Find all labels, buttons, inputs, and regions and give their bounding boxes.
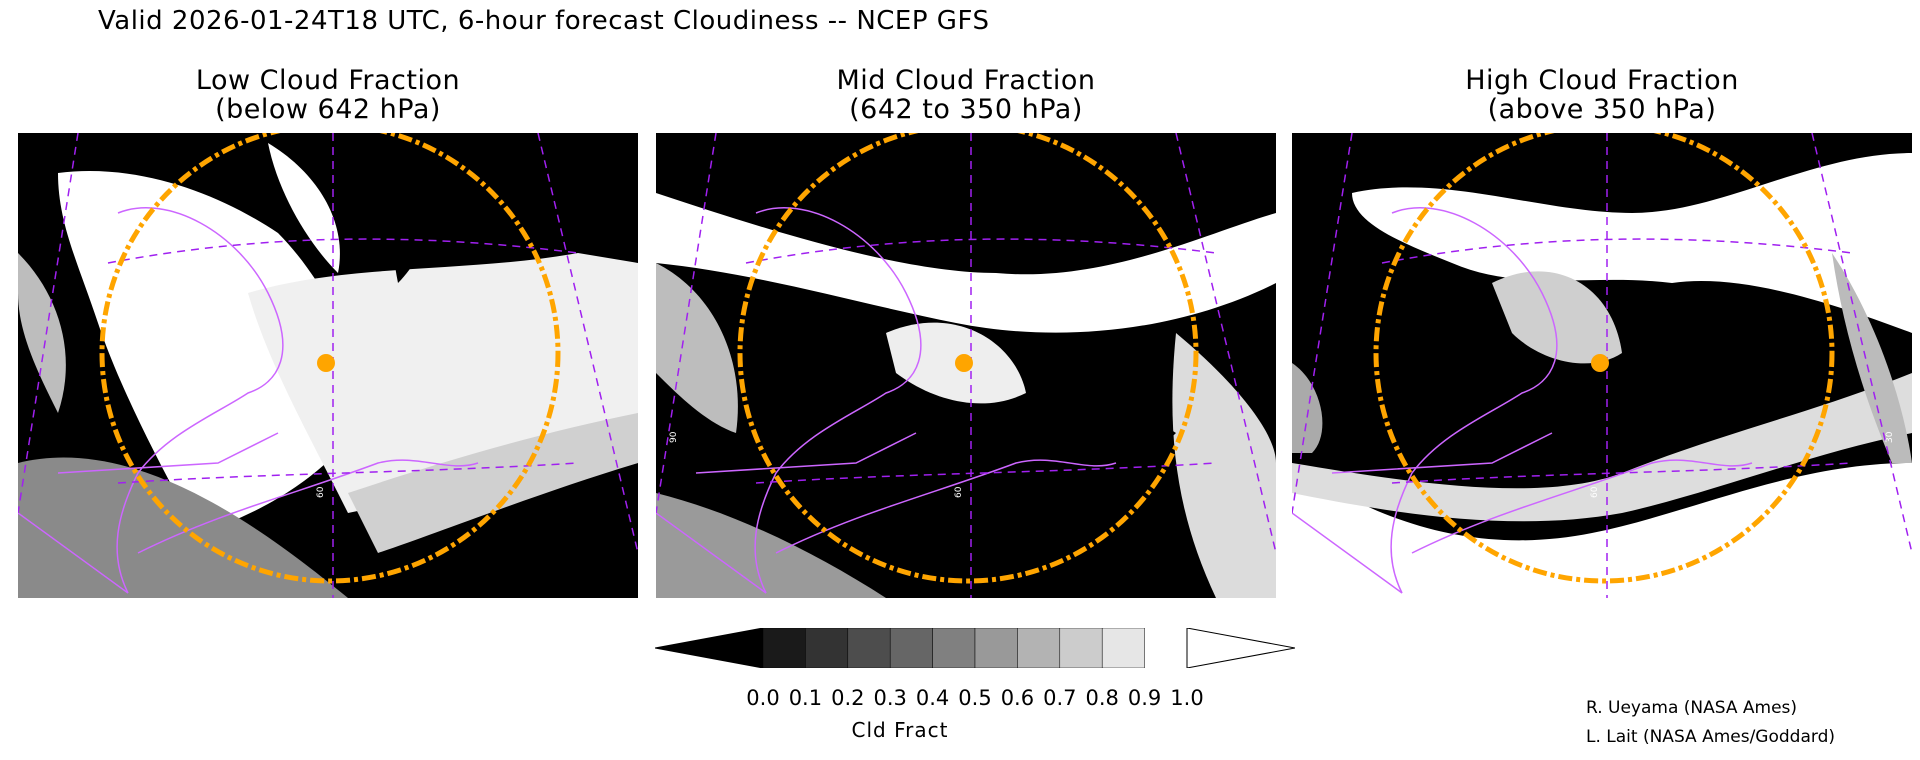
colorbar-box-9	[1101, 628, 1145, 668]
low-coastline	[18, 207, 479, 594]
high-lon-60-label: 60	[1590, 486, 1600, 498]
colorbar-label: Cld Fract	[851, 718, 949, 742]
colorbar-tick-label: 0.3	[873, 686, 907, 710]
colorbar-tick-label: 1.0	[1170, 686, 1204, 710]
colorbar-box-1	[762, 628, 806, 668]
credit-line-1: R. Ueyama (NASA Ames)	[1586, 698, 1798, 718]
colorbar	[655, 628, 1295, 668]
mid-graticule	[656, 133, 1276, 598]
colorbar-box-5	[932, 628, 976, 668]
colorbar-tick-label: 0.2	[831, 686, 865, 710]
colorbar-tick-label: 0.6	[1000, 686, 1035, 710]
high-cloud-map: 60 30	[1292, 133, 1912, 598]
colorbar-low-arrow	[655, 628, 764, 668]
colorbar-box-2	[805, 628, 849, 668]
colorbar-tick-label: 0.8	[1085, 686, 1119, 710]
high-cloud-title-line1: High Cloud Fraction	[1465, 65, 1739, 96]
high-lon-30-label: 30	[1885, 431, 1895, 443]
high-cloud-panel-title: High Cloud Fraction (above 350 hPa)	[1292, 66, 1912, 124]
low-cloud-map: 60 60	[18, 133, 638, 598]
colorbar-tick-label: 0.7	[1043, 686, 1077, 710]
colorbar-tick-label: 0.4	[915, 686, 950, 710]
low-target-marker	[317, 354, 335, 372]
high-cloud-title-line2: (above 350 hPa)	[1487, 94, 1717, 125]
low-lon-60-label: 60	[316, 486, 326, 498]
mid-coastline	[656, 207, 1117, 594]
mid-cloud-title-line1: Mid Cloud Fraction	[836, 65, 1096, 96]
colorbar-tick-label: 0.1	[788, 686, 823, 710]
colorbar-box-6	[974, 628, 1018, 668]
low-cloud-panel-title: Low Cloud Fraction (below 642 hPa)	[18, 66, 638, 124]
high-target-marker	[1591, 354, 1609, 372]
mid-target-marker	[955, 354, 973, 372]
colorbar-box-4	[889, 628, 933, 668]
low-range-ring	[99, 133, 561, 584]
main-title: Valid 2026-01-24T18 UTC, 6-hour forecast…	[98, 6, 990, 36]
colorbar-tick-label: 0.9	[1127, 686, 1162, 710]
colorbar-box-3	[847, 628, 891, 668]
credit-line-2: L. Lait (NASA Ames/Goddard)	[1586, 727, 1835, 747]
low-graticule	[18, 133, 638, 598]
mid-cloud-field	[656, 133, 1276, 598]
colorbar-tick-label: 0.5	[958, 686, 992, 710]
low-cloud-field	[18, 133, 638, 598]
high-coastline	[1292, 207, 1753, 594]
colorbar-box-8	[1059, 628, 1103, 668]
high-cloud-field	[1292, 153, 1912, 598]
mid-lat-60-label: 60	[866, 261, 878, 271]
mid-cloud-panel-title: Mid Cloud Fraction (642 to 350 hPa)	[656, 66, 1276, 124]
high-graticule	[1292, 133, 1912, 598]
mid-lon-90-label: 90	[669, 431, 679, 443]
mid-cloud-map: 60 60 90	[656, 133, 1276, 598]
low-lat-60-label: 60	[228, 261, 240, 271]
colorbar-boxes	[762, 628, 1145, 668]
mid-lon-60-label: 60	[954, 486, 964, 498]
mid-range-ring	[737, 133, 1199, 584]
low-cloud-title-line1: Low Cloud Fraction	[195, 65, 461, 96]
colorbar-tick-label: 0.0	[746, 686, 780, 710]
colorbar-box-7	[1017, 628, 1061, 668]
colorbar-high-arrow	[1186, 628, 1295, 668]
low-cloud-title-line2: (below 642 hPa)	[215, 94, 441, 125]
high-range-ring	[1373, 133, 1835, 584]
mid-cloud-title-line2: (642 to 350 hPa)	[849, 94, 1083, 125]
